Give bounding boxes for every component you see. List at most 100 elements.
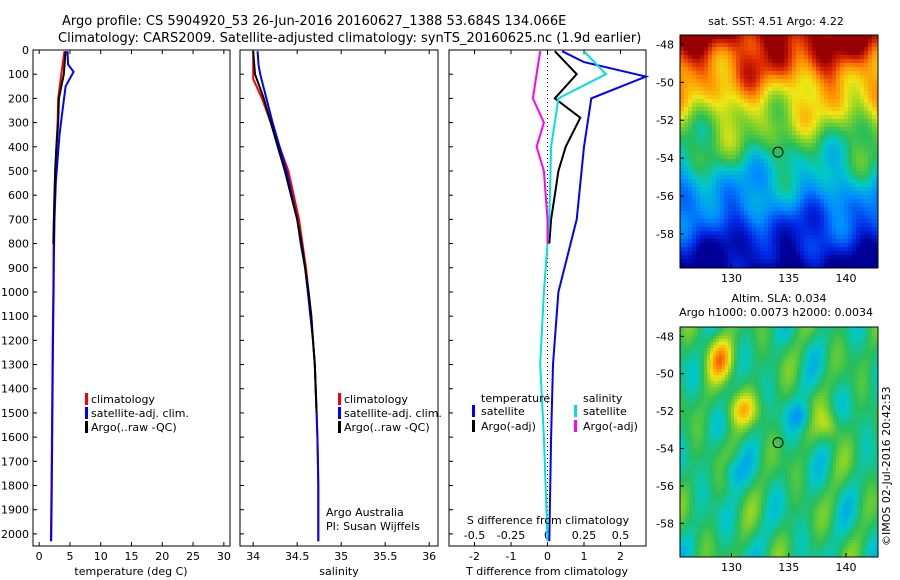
map-cell bbox=[767, 405, 771, 409]
map-cell bbox=[864, 79, 869, 84]
map-cell bbox=[804, 227, 809, 232]
map-cell bbox=[876, 91, 878, 96]
map-cell bbox=[724, 35, 729, 40]
map-cell bbox=[816, 219, 821, 224]
map-cell bbox=[824, 390, 828, 394]
map-cell bbox=[860, 354, 864, 358]
map-cell bbox=[772, 59, 777, 64]
map-cell bbox=[844, 131, 849, 136]
map-cell bbox=[836, 123, 841, 128]
map-cell bbox=[756, 203, 761, 208]
map-cell bbox=[716, 123, 721, 128]
map-cell bbox=[848, 99, 853, 104]
map-cell bbox=[720, 123, 725, 128]
map-cell bbox=[758, 393, 762, 397]
map-cell bbox=[788, 215, 793, 220]
map-cell bbox=[784, 183, 789, 188]
map-cell bbox=[722, 357, 726, 361]
map-cell bbox=[806, 342, 810, 346]
map-cell bbox=[716, 390, 720, 394]
legend-label-climatology: climatology bbox=[344, 393, 408, 406]
map-cell bbox=[840, 175, 845, 180]
map-cell bbox=[792, 63, 797, 68]
map-cell bbox=[827, 336, 831, 340]
map-cell bbox=[704, 247, 709, 252]
map-cell bbox=[857, 357, 861, 361]
map-cell bbox=[860, 390, 864, 394]
map-cell bbox=[794, 396, 798, 400]
map-cell bbox=[708, 75, 713, 80]
map-cell bbox=[808, 123, 813, 128]
map-cell bbox=[824, 75, 829, 80]
map-cell bbox=[728, 327, 732, 331]
map-cell bbox=[712, 39, 717, 44]
map-cell bbox=[712, 223, 717, 228]
map-cell bbox=[796, 259, 801, 264]
map-cell bbox=[764, 211, 769, 216]
map-cell bbox=[797, 384, 801, 388]
map-cell bbox=[686, 372, 690, 376]
map-cell bbox=[806, 381, 810, 385]
map-cell bbox=[796, 159, 801, 164]
map-cell bbox=[701, 351, 705, 355]
map-cell bbox=[692, 163, 697, 168]
map-cell bbox=[792, 39, 797, 44]
map-cell bbox=[722, 372, 726, 376]
map-cell bbox=[845, 330, 849, 334]
map-cell bbox=[696, 123, 701, 128]
map-cell bbox=[875, 393, 878, 397]
map-cell bbox=[708, 251, 713, 256]
map-cell bbox=[794, 375, 798, 379]
map-cell bbox=[680, 263, 685, 268]
map-cell bbox=[696, 107, 701, 112]
map-cell bbox=[784, 131, 789, 136]
map-cell bbox=[756, 63, 761, 68]
map-cell bbox=[856, 139, 861, 144]
map-cell bbox=[744, 203, 749, 208]
map-cell bbox=[780, 159, 785, 164]
map-cell bbox=[840, 87, 845, 92]
map-cell bbox=[779, 372, 783, 376]
map-cell bbox=[827, 339, 831, 343]
map-cell bbox=[752, 163, 757, 168]
map-cell bbox=[809, 366, 813, 370]
map-cell bbox=[764, 387, 768, 391]
map-cell bbox=[845, 375, 849, 379]
map-cell bbox=[842, 372, 846, 376]
y-tick-label: 1200 bbox=[1, 334, 29, 347]
map-cell bbox=[856, 63, 861, 68]
map-cell bbox=[700, 231, 705, 236]
map-cell bbox=[820, 139, 825, 144]
map-cell bbox=[872, 375, 876, 379]
map-cell bbox=[704, 384, 708, 388]
map-cell bbox=[768, 107, 773, 112]
map-cell bbox=[804, 251, 809, 256]
map-cell bbox=[821, 384, 825, 388]
map-cell bbox=[839, 378, 843, 382]
map-cell bbox=[788, 255, 793, 260]
map-cell bbox=[876, 191, 878, 196]
map-cell bbox=[716, 369, 720, 373]
map-cell bbox=[860, 384, 864, 388]
map-cell bbox=[740, 247, 745, 252]
map-cell bbox=[722, 360, 726, 364]
map-cell bbox=[770, 393, 774, 397]
map-cell bbox=[756, 147, 761, 152]
map-cell bbox=[864, 123, 869, 128]
map-cell bbox=[872, 35, 877, 40]
map-cell bbox=[752, 348, 756, 352]
map-cell bbox=[740, 333, 744, 337]
map-cell bbox=[684, 103, 689, 108]
map-cell bbox=[812, 111, 817, 116]
map-cell bbox=[755, 357, 759, 361]
map-cell bbox=[752, 327, 756, 331]
map-cell bbox=[779, 330, 783, 334]
map-cell bbox=[748, 51, 753, 56]
map-cell bbox=[764, 127, 769, 132]
map-cell bbox=[720, 119, 725, 124]
map-cell bbox=[692, 155, 697, 160]
map-cell bbox=[785, 408, 789, 412]
map-cell bbox=[716, 402, 720, 406]
map-cell bbox=[828, 91, 833, 96]
map-cell bbox=[731, 405, 735, 409]
